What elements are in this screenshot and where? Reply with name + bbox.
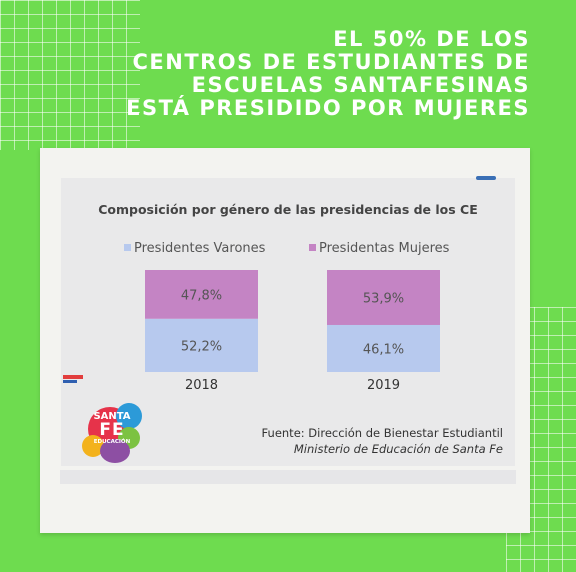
legend-label-varones: Presidentes Varones	[134, 241, 266, 256]
bottom-strip	[60, 470, 516, 484]
legend-swatch-varones	[124, 244, 131, 251]
headline-line-1: EL 50% DE LOS	[333, 27, 530, 51]
headline-line-3: ESCUELAS SANTAFESINAS	[191, 73, 530, 97]
bar-2019-series-0	[327, 324, 440, 372]
headline-line-2: CENTROS DE ESTUDIANTES DE	[132, 50, 530, 74]
decorative-red-bar	[63, 375, 83, 379]
decorative-blue-bar	[63, 380, 77, 383]
legend-swatch-mujeres	[309, 244, 316, 251]
bar-2019-series-1	[327, 270, 440, 325]
headline: EL 50% DE LOS CENTROS DE ESTUDIANTES DE …	[126, 28, 530, 120]
logo-line-3: EDUCACIÓN	[93, 439, 131, 445]
legend-label-mujeres: Presidentas Mujeres	[319, 241, 450, 256]
category-label-2018: 2018	[185, 378, 218, 393]
logo-line-1: SANTA	[93, 411, 131, 422]
data-label-2018-series-0: 52,2%	[181, 339, 222, 354]
source-line-2: Ministerio de Educación de Santa Fe	[293, 442, 503, 456]
source-line-1: Fuente: Dirección de Bienestar Estudiant…	[261, 426, 503, 440]
bar-2018-series-1	[145, 270, 258, 319]
data-label-2019-series-1: 53,9%	[363, 291, 404, 306]
panel-tab-marker	[476, 176, 496, 180]
headline-line-4: ESTÁ PRESIDIDO POR MUJERES	[126, 96, 530, 120]
data-label-2018-series-1: 47,8%	[181, 288, 222, 303]
bar-2018-series-0	[145, 318, 258, 372]
legend-item-mujeres: Presidentas Mujeres	[309, 241, 449, 256]
logo-line-2: FE	[99, 420, 125, 440]
category-label-2019: 2019	[367, 378, 400, 393]
source-note: Fuente: Dirección de Bienestar Estudiant…	[262, 425, 503, 457]
logo-text: SANTA FE EDUCACIÓN	[92, 411, 132, 446]
chart-title: Composición por género de las presidenci…	[98, 202, 478, 217]
santa-fe-educacion-logo: SANTA FE EDUCACIÓN	[78, 403, 156, 469]
grid-pattern-top-left	[0, 0, 140, 150]
legend-item-varones: Presidentes Varones	[124, 241, 265, 256]
data-label-2019-series-0: 46,1%	[363, 342, 404, 357]
